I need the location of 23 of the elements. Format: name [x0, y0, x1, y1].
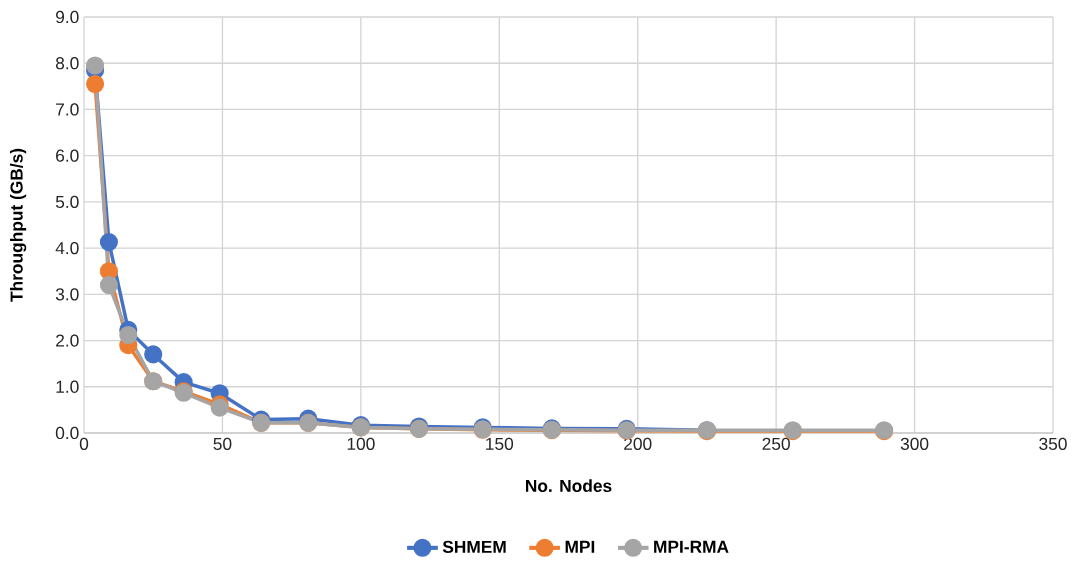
x-tick-label: 300 — [900, 437, 929, 450]
x-tick-label: 150 — [486, 437, 514, 450]
y-tick-label: 9.0 — [56, 10, 79, 24]
y-tick-label: 3.0 — [55, 288, 79, 301]
x-tick-label: 50 — [213, 437, 232, 450]
y-tick-label: 8.0 — [55, 57, 79, 70]
x-tick-label: 0 — [79, 437, 89, 450]
y-tick-label: 2.0 — [56, 334, 79, 347]
x-tick-label: 100 — [347, 437, 375, 450]
y-tick-label: 1.0 — [56, 380, 79, 393]
legend-label: SHMEM — [442, 540, 506, 554]
legend-label: MPI-RMA — [654, 540, 729, 553]
x-axis-title: No. Nodes — [525, 479, 612, 493]
x-tick-label: 200 — [624, 437, 652, 450]
y-tick-label: 4.0 — [55, 241, 79, 255]
x-tick-label: 250 — [762, 437, 790, 450]
x-tick-label: 350 — [1039, 437, 1067, 450]
legend-label: MPI — [565, 540, 595, 553]
y-tick-label: 6.0 — [56, 149, 79, 162]
y-tick-label: 5.0 — [55, 195, 79, 209]
y-tick-label: 0.0 — [55, 426, 79, 440]
y-tick-label: 7.0 — [56, 103, 79, 116]
y-axis-title: Throughput (GB/s) — [9, 148, 27, 302]
